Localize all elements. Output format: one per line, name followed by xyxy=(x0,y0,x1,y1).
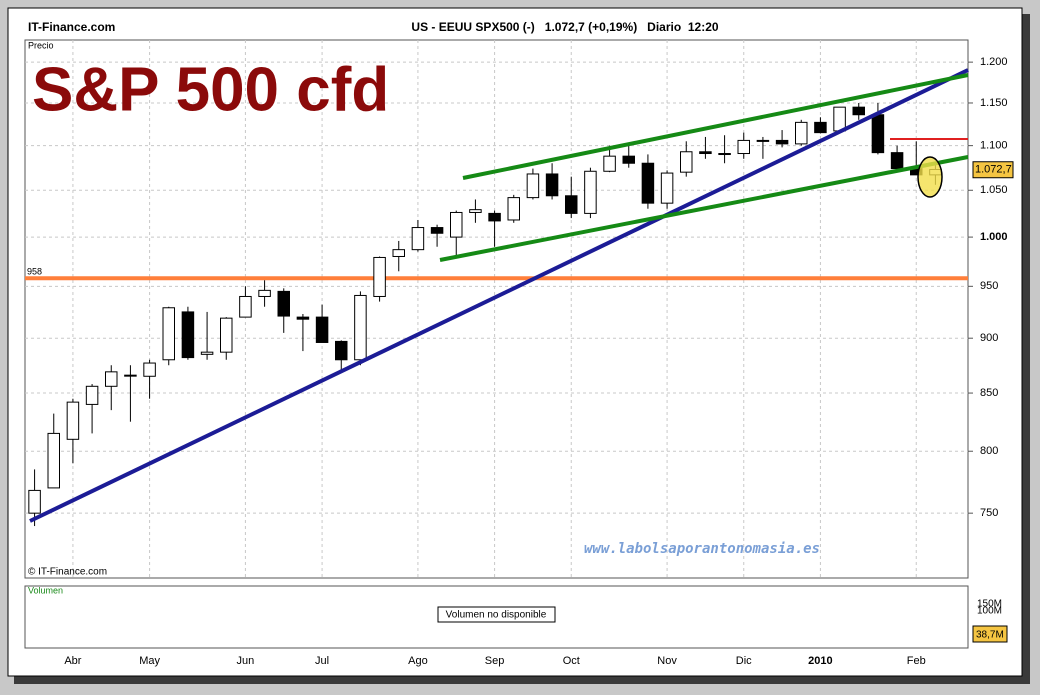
candle-body xyxy=(450,211,463,238)
candle-body xyxy=(258,289,271,297)
candle-body xyxy=(814,121,827,134)
level-label: 958 xyxy=(27,267,42,277)
volume-axis-label: 150M xyxy=(977,599,1002,610)
candle-body xyxy=(469,209,482,213)
candle-body xyxy=(871,114,885,154)
candle-body xyxy=(699,151,712,155)
volume-last-label: 38,7M xyxy=(976,630,1004,641)
candle-body xyxy=(565,195,578,214)
candle-body xyxy=(507,197,520,221)
trend-line xyxy=(29,68,969,523)
y-tick-label: 1.100 xyxy=(980,140,1008,152)
candle-body xyxy=(411,227,425,251)
candle-body xyxy=(526,173,540,199)
x-tick-label: Dic xyxy=(736,655,752,667)
x-tick-label: May xyxy=(139,655,160,667)
y-tick-label: 1.150 xyxy=(980,97,1008,109)
channel-upper xyxy=(462,73,969,180)
volume-message-box xyxy=(437,606,556,623)
candle-body xyxy=(795,121,808,145)
x-tick-label: Abr xyxy=(64,655,81,667)
volume-last-tag xyxy=(972,625,1008,643)
candle-body xyxy=(756,139,770,142)
candle-body xyxy=(833,106,846,132)
candle-body xyxy=(392,249,405,257)
candle-body xyxy=(354,294,367,361)
x-tick-label: Nov xyxy=(657,655,677,667)
candle-body xyxy=(545,173,559,197)
x-tick-label: Jun xyxy=(237,655,255,667)
candle-body xyxy=(220,317,233,353)
candle-body xyxy=(143,362,156,377)
y-tick-label: 950 xyxy=(980,280,998,292)
x-tick-label: Ago xyxy=(408,655,428,667)
copyright: © IT-Finance.com xyxy=(28,567,107,578)
candle-body xyxy=(852,106,865,116)
y-tick-label: 1.050 xyxy=(980,184,1008,196)
candle-body xyxy=(373,256,386,297)
candle-body xyxy=(315,316,329,343)
chart-title: S&P 500 cfd xyxy=(32,55,389,124)
volume-axis-label: 100M xyxy=(977,606,1002,617)
candle-body xyxy=(737,139,750,155)
y-tick-label: 800 xyxy=(980,445,998,457)
y-tick-label: 1.200 xyxy=(980,56,1008,68)
candle-body xyxy=(66,401,80,440)
candle-body xyxy=(660,172,674,204)
candle-body xyxy=(181,311,195,359)
candle-body xyxy=(335,340,348,361)
candle-body xyxy=(105,371,118,387)
x-tick-label: Jul xyxy=(315,655,329,667)
x-tick-label: 2010 xyxy=(808,655,832,667)
last-price-label: 1.072,7 xyxy=(975,164,1012,176)
candle-body xyxy=(28,489,41,514)
candle-body xyxy=(430,227,444,234)
candle-body xyxy=(47,432,60,489)
candle-body xyxy=(277,290,290,317)
candle-body xyxy=(641,162,655,204)
x-tick-label: Oct xyxy=(563,655,580,667)
candle-body xyxy=(124,374,137,377)
x-tick-label: Feb xyxy=(907,655,926,667)
last-price-tag xyxy=(972,161,1014,179)
candle-body xyxy=(85,385,99,405)
candle-body xyxy=(162,307,175,361)
channel-lower xyxy=(439,155,969,262)
candle-body xyxy=(488,212,501,222)
quote: US - EEUU SPX500 (-) 1.072,7 (+0,19%) Di… xyxy=(411,20,718,34)
candle-body xyxy=(584,170,597,214)
candle-body xyxy=(775,139,789,145)
y-tick-label: 750 xyxy=(980,507,998,519)
panel-label: Precio xyxy=(28,40,54,50)
price-panel xyxy=(24,39,969,579)
candle-body xyxy=(622,155,635,164)
candle-body xyxy=(603,155,616,172)
candle-body xyxy=(239,295,252,318)
x-tick-label: Sep xyxy=(485,655,505,667)
watermark: www.labolsaporantonomasia.es xyxy=(584,541,820,557)
highlight-circle xyxy=(917,156,943,198)
volume-title: Volumen xyxy=(28,585,63,595)
candle-body xyxy=(200,351,214,355)
candle-body xyxy=(296,316,310,320)
y-tick-label: 1.000 xyxy=(980,231,1008,243)
candle-body xyxy=(680,151,693,173)
candle-body xyxy=(890,152,904,170)
candle-body xyxy=(718,153,731,156)
y-tick-label: 900 xyxy=(980,332,998,344)
volume-message: Volumen no disponible xyxy=(446,610,547,621)
site-name: IT-Finance.com xyxy=(28,20,115,34)
y-tick-label: 850 xyxy=(980,387,998,399)
